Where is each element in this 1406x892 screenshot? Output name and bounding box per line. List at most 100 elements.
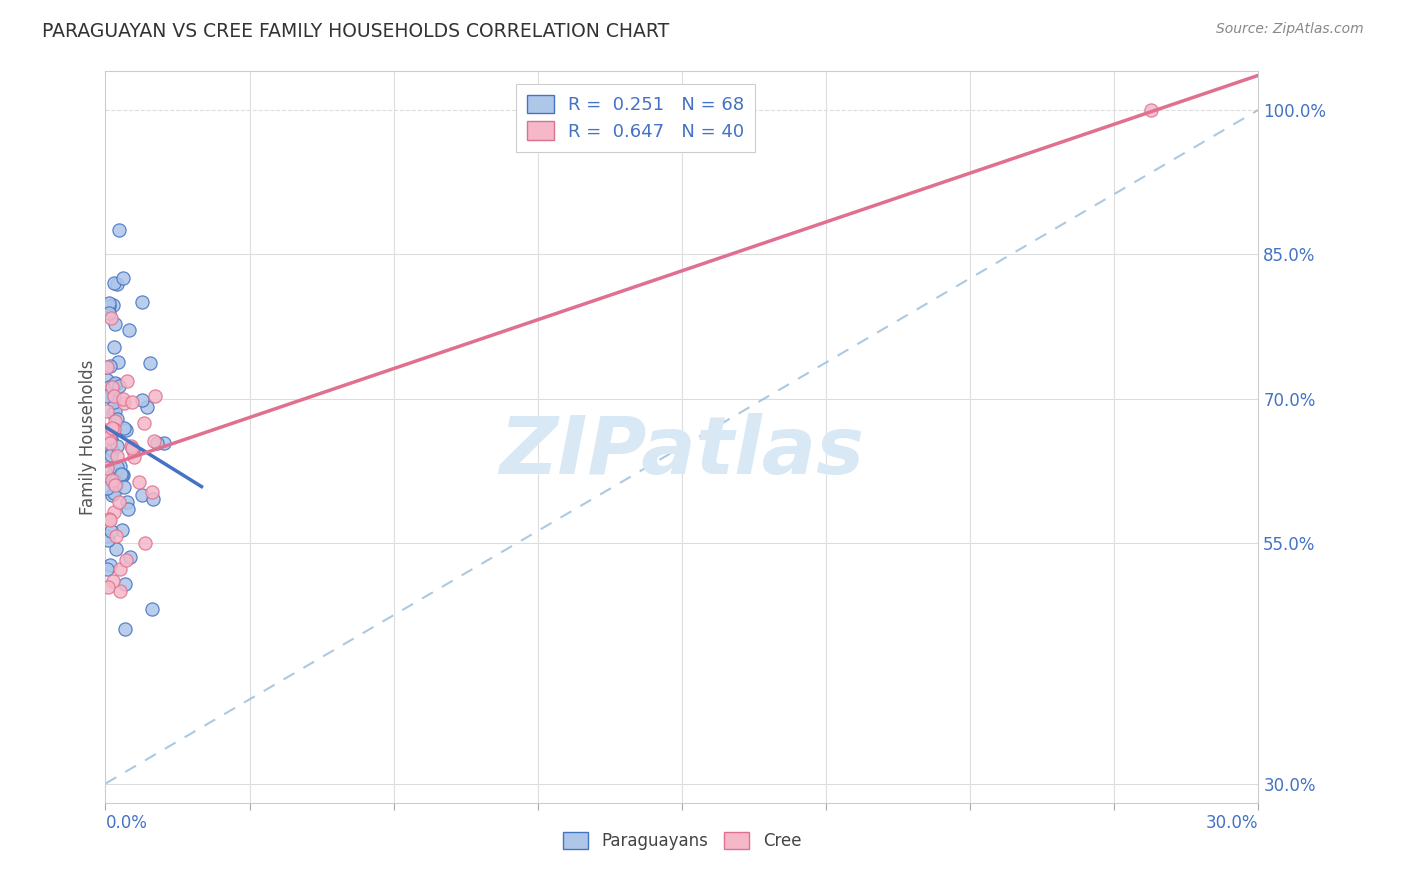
Point — [111, 467, 134, 482]
Point — [104, 462, 127, 476]
Point — [100, 473, 122, 487]
Point — [96, 461, 118, 475]
Point — [131, 294, 153, 309]
Point — [98, 430, 121, 444]
Point — [100, 421, 122, 435]
Point — [105, 412, 128, 426]
Point — [96, 453, 118, 467]
Point — [98, 513, 121, 527]
Y-axis label: Family Households: Family Households — [79, 359, 97, 515]
Point — [100, 359, 122, 374]
Point — [97, 306, 120, 320]
Point — [103, 395, 125, 409]
Text: Source: ZipAtlas.com: Source: ZipAtlas.com — [1216, 22, 1364, 37]
Point — [128, 475, 150, 490]
Point — [114, 622, 136, 636]
Point — [112, 270, 135, 285]
Point — [110, 467, 132, 482]
Point — [135, 400, 157, 414]
Point — [139, 356, 162, 370]
Point — [105, 277, 128, 292]
Point — [105, 459, 128, 474]
Point — [103, 340, 125, 354]
Point — [104, 404, 127, 418]
Point — [131, 393, 153, 408]
Point — [132, 416, 155, 430]
Point — [101, 574, 124, 588]
Point — [120, 438, 142, 452]
Point — [96, 529, 118, 543]
Point — [97, 512, 120, 526]
Point — [105, 449, 128, 463]
Point — [108, 584, 131, 599]
Point — [103, 486, 125, 500]
Point — [98, 558, 121, 572]
Text: 30.0%: 30.0% — [1206, 814, 1258, 832]
Legend: Paraguayans, Cree: Paraguayans, Cree — [553, 822, 811, 860]
Point — [96, 404, 118, 418]
Point — [100, 432, 122, 446]
Point — [96, 373, 118, 387]
Point — [101, 298, 124, 312]
Point — [115, 423, 138, 437]
Point — [103, 422, 125, 436]
Point — [121, 441, 143, 455]
Text: 0.0%: 0.0% — [105, 814, 148, 832]
Point — [98, 299, 121, 313]
Point — [108, 495, 131, 509]
Point — [96, 389, 118, 403]
Point — [103, 414, 125, 428]
Point — [115, 374, 138, 388]
Point — [101, 443, 124, 458]
Point — [104, 376, 127, 391]
Text: PARAGUAYAN VS CREE FAMILY HOUSEHOLDS CORRELATION CHART: PARAGUAYAN VS CREE FAMILY HOUSEHOLDS COR… — [42, 22, 669, 41]
Point — [104, 478, 127, 492]
Point — [100, 448, 122, 462]
Point — [122, 450, 145, 464]
Point — [114, 577, 136, 591]
Point — [96, 359, 118, 374]
Point — [118, 322, 141, 336]
Point — [122, 443, 145, 458]
Point — [100, 524, 122, 538]
Point — [98, 380, 121, 394]
Point — [97, 533, 120, 547]
Point — [107, 223, 129, 237]
Point — [101, 406, 124, 420]
Point — [115, 495, 138, 509]
Point — [97, 430, 120, 444]
Point — [103, 277, 125, 291]
Point — [117, 502, 139, 516]
Point — [120, 550, 142, 565]
Point — [141, 601, 163, 615]
Point — [96, 562, 118, 576]
Point — [98, 435, 121, 450]
Point — [104, 376, 127, 391]
Point — [111, 468, 134, 483]
Point — [112, 480, 135, 494]
Point — [98, 430, 121, 444]
Point — [114, 421, 136, 435]
Point — [98, 296, 121, 310]
Point — [103, 505, 125, 519]
Point — [105, 478, 128, 492]
Point — [103, 389, 125, 403]
Point — [121, 395, 143, 409]
Point — [100, 311, 122, 326]
Point — [142, 434, 165, 449]
Point — [143, 389, 166, 403]
Point — [105, 439, 128, 453]
Point — [101, 488, 124, 502]
Point — [96, 423, 118, 437]
Point — [100, 379, 122, 393]
Point — [108, 379, 131, 393]
Point — [1139, 103, 1161, 117]
Point — [108, 562, 131, 576]
Point — [112, 396, 135, 410]
Point — [153, 436, 176, 450]
Point — [103, 477, 125, 491]
Point — [131, 488, 153, 502]
Point — [104, 475, 127, 489]
Point — [142, 492, 165, 507]
Point — [114, 553, 136, 567]
